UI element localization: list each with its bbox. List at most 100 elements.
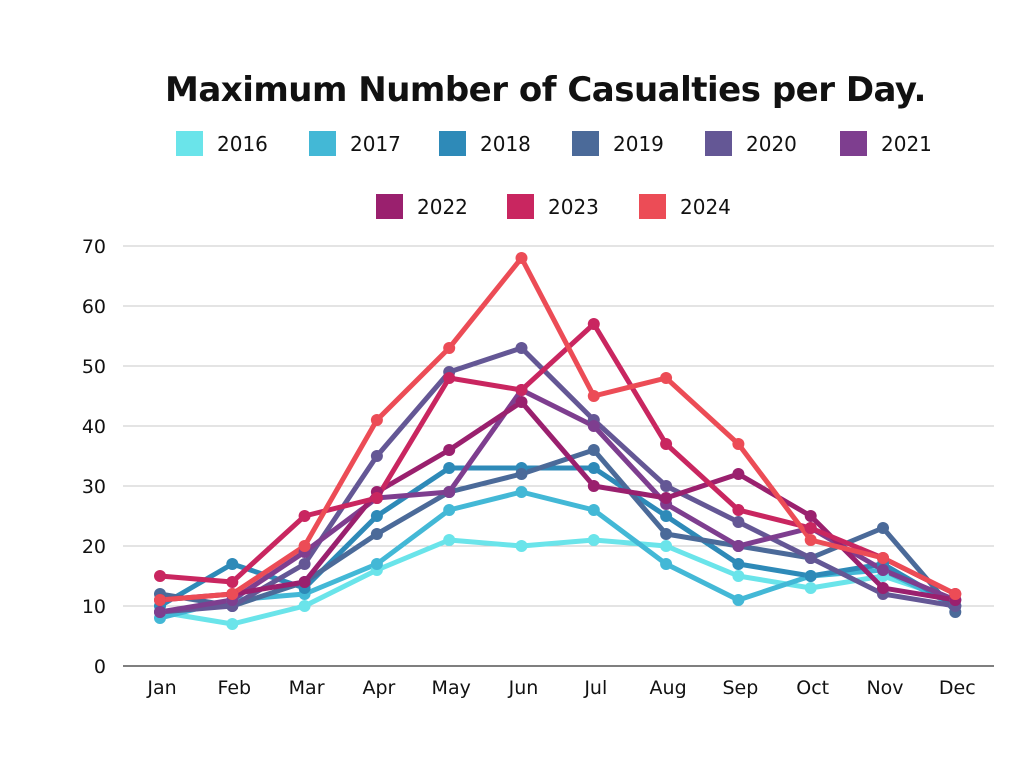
x-tick-label: Sep [722,677,758,699]
legend-label: 2023 [548,194,599,219]
legend-label: 2019 [613,131,664,156]
legend-item-2023: 2023 [507,194,599,219]
x-tick-label: Jan [146,677,176,699]
data-point-2022 [877,582,889,594]
data-point-2023 [804,522,817,534]
data-point-2016 [587,534,600,546]
x-tick-label: Aug [650,677,687,699]
data-point-2024 [443,342,456,354]
data-point-2016 [226,618,239,630]
data-point-2022 [804,510,817,522]
data-point-2016 [443,534,456,546]
data-point-2016 [732,570,745,582]
data-point-2024 [877,552,889,564]
y-tick-label: 20 [82,536,106,558]
data-point-2018 [804,570,817,582]
data-point-2023 [443,372,456,384]
x-tick-label: Oct [796,677,829,699]
legend-row-2: 2022 2023 2024 [0,194,1024,224]
legend-item-2020: 2020 [705,131,797,156]
data-point-2019 [370,528,383,540]
series-line-2016 [157,537,958,627]
legend-swatch [507,194,534,219]
data-point-2023 [298,510,311,522]
legend-item-2017: 2017 [309,131,401,156]
data-point-2020 [515,342,528,354]
data-point-2023 [515,384,528,396]
data-point-2024 [732,438,745,450]
data-point-2020 [732,516,745,528]
y-tick-label: 50 [82,356,106,378]
x-tick-label: Feb [217,677,251,699]
x-tick-label: Jun [508,677,539,699]
legend-item-2019: 2019 [572,131,664,156]
data-point-2016 [804,582,817,594]
legend-label: 2017 [350,131,401,156]
legend-row-1: 2016 2017 2018 2019 2020 2021 [0,131,1024,161]
x-tick-label: Mar [289,677,325,699]
legend-label: 2020 [746,131,797,156]
legend-swatch [309,131,336,156]
legend-swatch [376,194,403,219]
data-point-2021 [443,486,456,498]
data-point-2018 [443,462,456,474]
y-tick-label: 0 [94,656,106,678]
data-point-2023 [587,318,600,330]
data-point-2022 [515,396,528,408]
data-point-2024 [660,372,673,384]
data-point-2023 [226,576,239,588]
data-point-2024 [226,588,239,600]
data-point-2017 [370,558,383,570]
data-point-2017 [660,558,673,570]
data-point-2024 [804,534,817,546]
legend-item-2021: 2021 [840,131,932,156]
data-point-2024 [515,252,528,264]
data-point-2021 [732,540,745,552]
legend-swatch [705,131,732,156]
data-point-2022 [587,480,600,492]
data-point-2022 [660,492,673,504]
legend-swatch [176,131,203,156]
x-tick-label: May [432,677,471,699]
data-point-2017 [732,594,745,606]
data-point-2016 [298,600,311,612]
data-point-2021 [154,606,166,618]
x-tick-label: Apr [362,677,395,699]
series-line-2023 [157,321,958,597]
y-tick-label: 40 [82,416,106,438]
data-point-2024 [949,588,962,600]
legend-swatch [439,131,466,156]
data-point-2017 [515,486,528,498]
data-point-2021 [877,564,889,576]
y-tick-label: 30 [82,476,106,498]
data-point-2019 [877,522,889,534]
legend-label: 2024 [680,194,731,219]
data-point-2021 [587,420,600,432]
legend-item-2016: 2016 [176,131,268,156]
data-point-2024 [587,390,600,402]
legend-label: 2022 [417,194,468,219]
data-point-2019 [660,528,673,540]
data-point-2024 [370,414,383,426]
data-point-2020 [660,480,673,492]
x-tick-label: Nov [866,677,903,699]
series-line-2024 [157,255,958,603]
data-point-2022 [298,576,311,588]
legend-swatch [572,131,599,156]
legend-item-2024: 2024 [639,194,731,219]
data-point-2020 [370,450,383,462]
data-point-2018 [370,510,383,522]
data-point-2016 [660,540,673,552]
legend-label: 2018 [480,131,531,156]
data-point-2024 [154,594,166,606]
legend-label: 2021 [881,131,932,156]
data-point-2018 [226,558,239,570]
data-point-2019 [587,444,600,456]
data-point-2017 [587,504,600,516]
data-point-2023 [370,492,383,504]
series-line-2017 [157,489,958,621]
chart-title: Maximum Number of Casualties per Day. [165,70,926,110]
data-point-2016 [515,540,528,552]
y-tick-label: 10 [82,596,106,618]
